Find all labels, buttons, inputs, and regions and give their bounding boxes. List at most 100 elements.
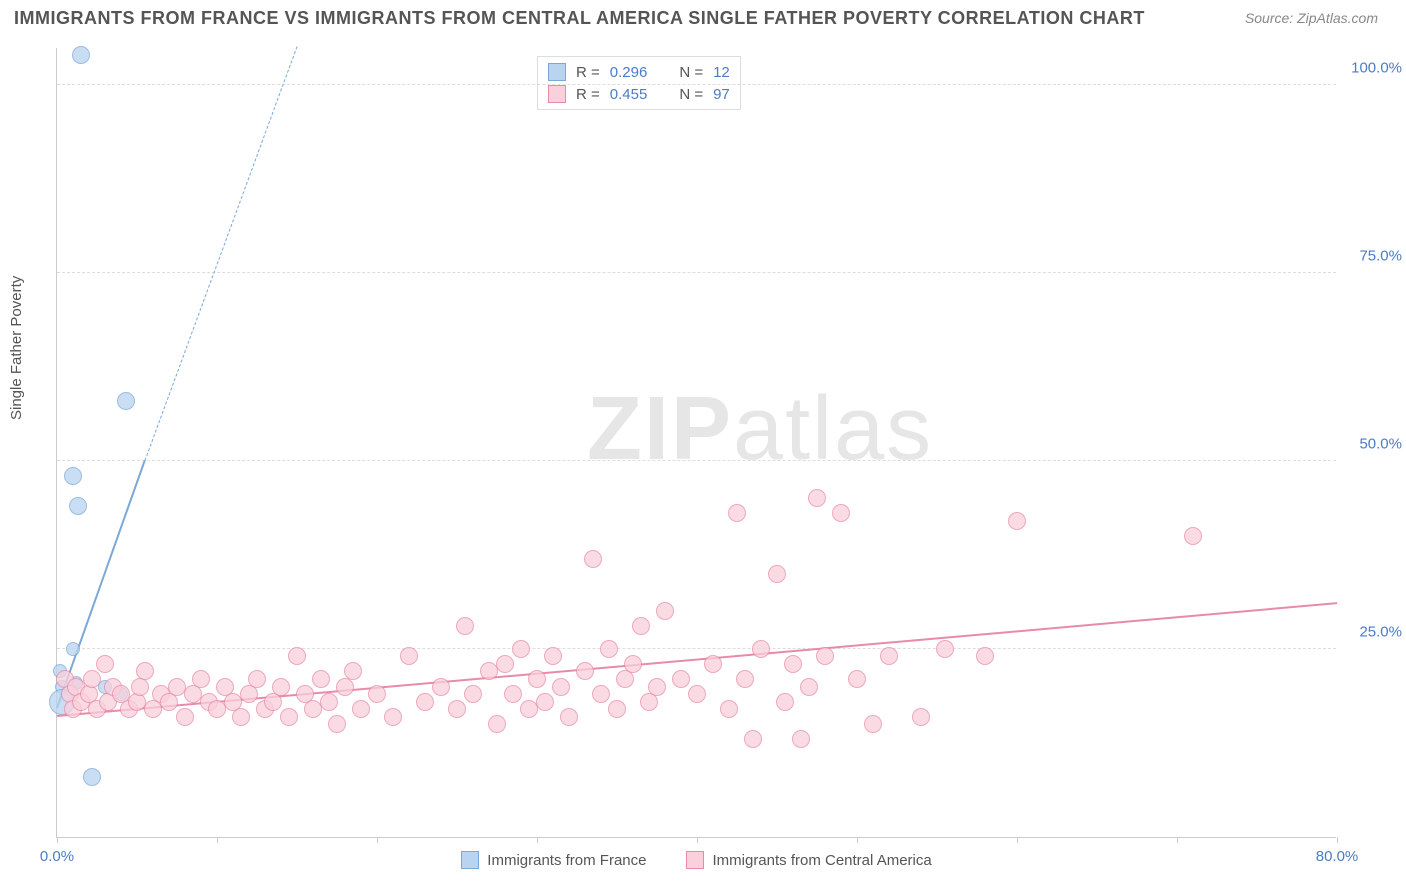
scatter-point [768,565,786,583]
scatter-point [400,647,418,665]
y-axis-label: Single Father Poverty [8,276,25,420]
scatter-point [352,700,370,718]
scatter-point [752,640,770,658]
scatter-point [432,678,450,696]
legend-label: Immigrants from Central America [712,852,931,869]
r-value: 0.296 [610,64,648,81]
scatter-point [776,693,794,711]
scatter-point [880,647,898,665]
scatter-point [288,647,306,665]
legend-swatch [548,63,566,81]
scatter-point [1184,527,1202,545]
legend-swatch [461,851,479,869]
x-tick [1337,837,1338,843]
chart-plot-area: ZIPatlas R =0.296N =12R =0.455N =97 Immi… [56,48,1336,838]
scatter-point [64,467,82,485]
scatter-point [688,685,706,703]
scatter-point [976,647,994,665]
scatter-point [536,693,554,711]
y-tick-label: 50.0% [1359,435,1402,452]
scatter-point [544,647,562,665]
x-tick [377,837,378,843]
x-tick [1177,837,1178,843]
y-tick-label: 25.0% [1359,623,1402,640]
gridline-horizontal [57,272,1336,273]
scatter-point [512,640,530,658]
scatter-point [328,715,346,733]
scatter-point [280,708,298,726]
y-tick-label: 100.0% [1351,59,1402,76]
scatter-point [912,708,930,726]
scatter-point [808,489,826,507]
n-value: 12 [713,64,730,81]
scatter-point [632,617,650,635]
x-tick-label: 80.0% [1316,848,1359,865]
gridline-horizontal [57,84,1336,85]
scatter-point [720,700,738,718]
stats-row: R =0.296N =12 [548,61,730,83]
scatter-point [672,670,690,688]
regression-line-extrapolated [145,46,298,460]
scatter-point [176,708,194,726]
series-legend: Immigrants from France Immigrants from Ce… [57,851,1336,869]
scatter-point [936,640,954,658]
scatter-point [560,708,578,726]
r-label: R = [576,86,600,103]
scatter-point [736,670,754,688]
y-tick-label: 75.0% [1359,247,1402,264]
scatter-point [66,642,80,656]
scatter-point [816,647,834,665]
x-tick [697,837,698,843]
scatter-point [464,685,482,703]
watermark-bold: ZIP [587,379,733,479]
scatter-point [728,504,746,522]
scatter-point [448,700,466,718]
scatter-point [83,768,101,786]
scatter-point [96,655,114,673]
scatter-point [648,678,666,696]
legend-label: Immigrants from France [487,852,646,869]
x-tick [57,837,58,843]
n-label: N = [679,86,703,103]
scatter-point [368,685,386,703]
scatter-point [312,670,330,688]
scatter-point [584,550,602,568]
scatter-point [784,655,802,673]
scatter-point [656,602,674,620]
scatter-point [624,655,642,673]
x-tick-label: 0.0% [40,848,74,865]
x-tick [217,837,218,843]
scatter-point [608,700,626,718]
n-value: 97 [713,86,730,103]
scatter-point [232,708,250,726]
scatter-point [792,730,810,748]
scatter-point [320,693,338,711]
gridline-horizontal [57,460,1336,461]
scatter-point [576,662,594,680]
scatter-point [384,708,402,726]
scatter-point [552,678,570,696]
x-tick [537,837,538,843]
stats-row: R =0.455N =97 [548,83,730,105]
scatter-point [456,617,474,635]
watermark-text: ZIPatlas [587,378,933,481]
scatter-point [528,670,546,688]
n-label: N = [679,64,703,81]
scatter-point [83,670,101,688]
scatter-point [272,678,290,696]
scatter-point [704,655,722,673]
scatter-point [800,678,818,696]
scatter-point [69,497,87,515]
legend-swatch [548,85,566,103]
scatter-point [192,670,210,688]
scatter-point [1008,512,1026,530]
scatter-point [848,670,866,688]
scatter-point [416,693,434,711]
gridline-horizontal [57,648,1336,649]
scatter-point [344,662,362,680]
scatter-point [504,685,522,703]
scatter-point [496,655,514,673]
scatter-point [72,46,90,64]
watermark-light: atlas [733,379,933,479]
x-tick [857,837,858,843]
